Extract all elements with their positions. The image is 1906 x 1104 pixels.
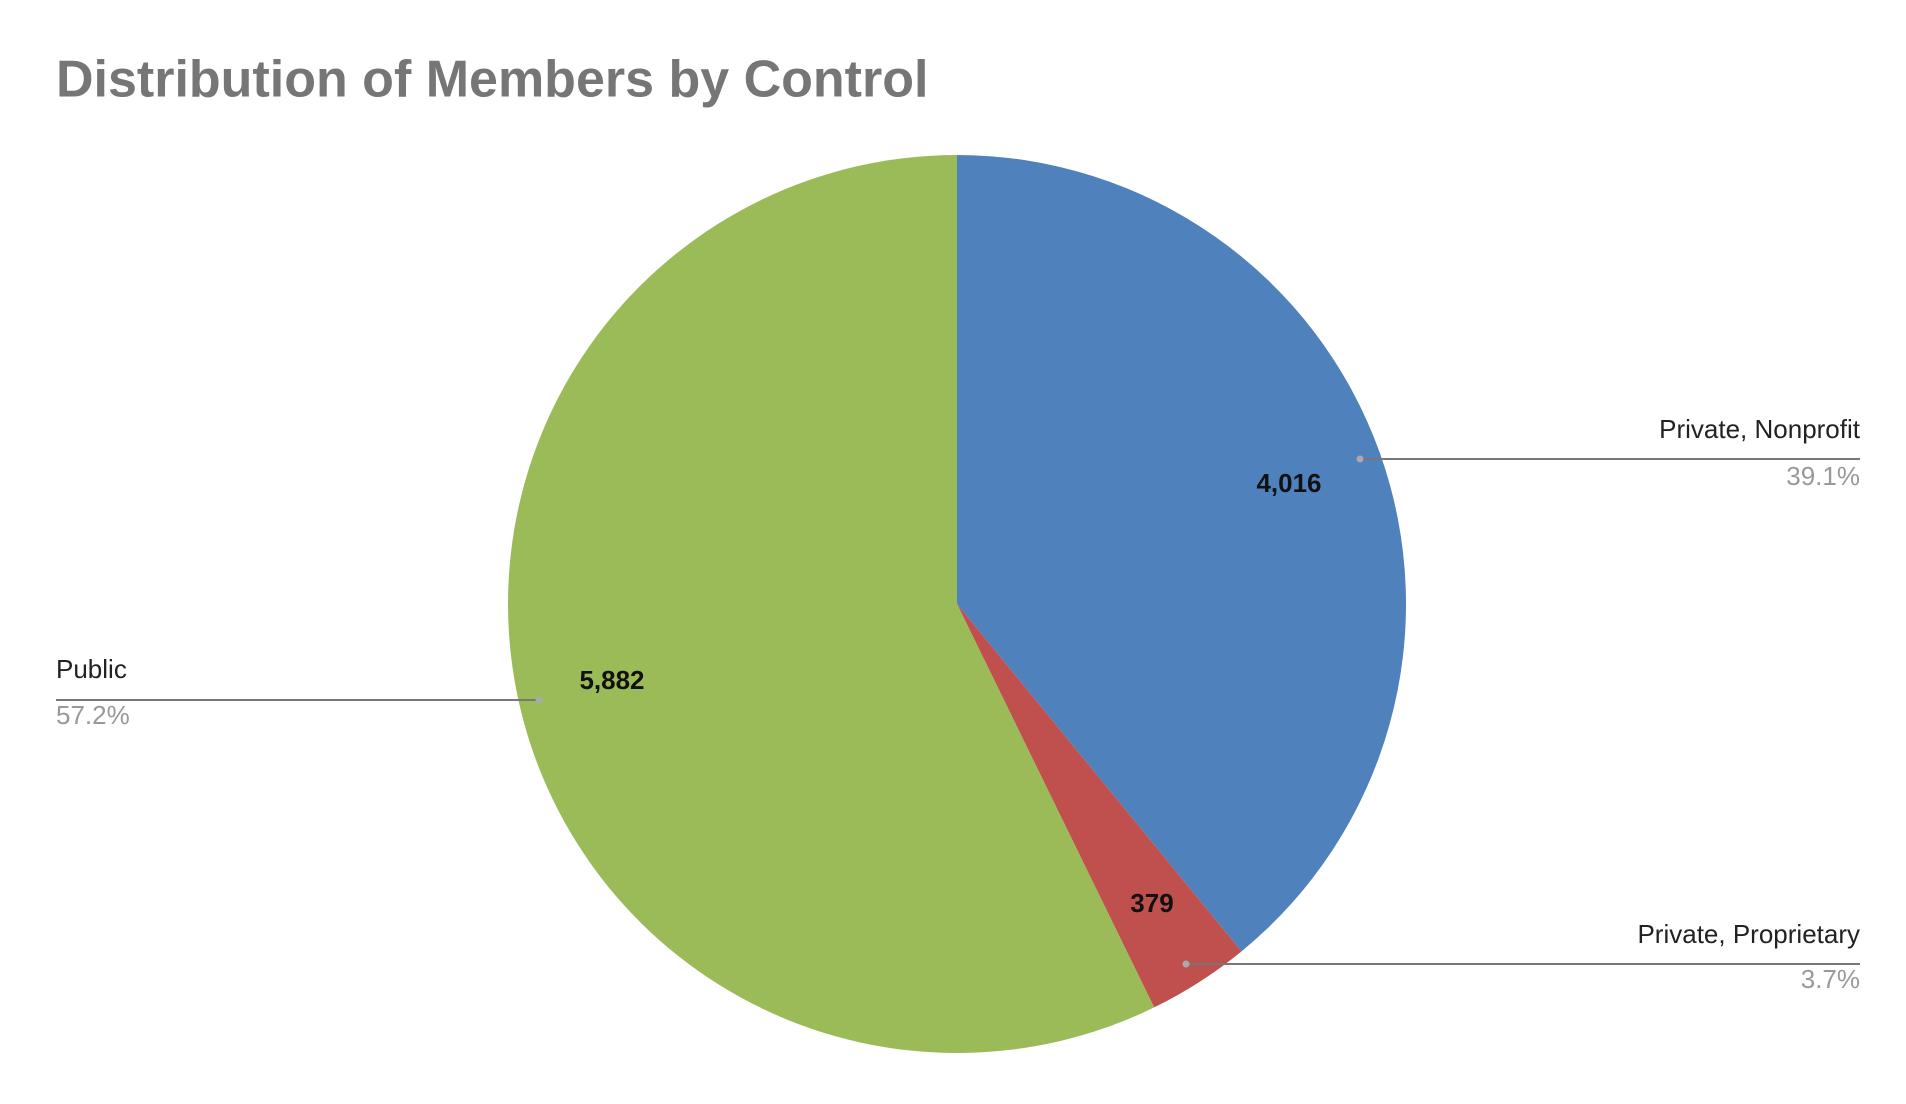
chart-title: Distribution of Members by Control <box>56 51 928 109</box>
pie-slice <box>957 155 1406 952</box>
percent-label: 3.7% <box>1801 964 1860 994</box>
pie-slice <box>957 604 1242 1008</box>
category-label: Private, Nonprofit <box>1659 414 1861 444</box>
pie-slice <box>508 155 1155 1053</box>
leader-dot <box>1356 455 1364 463</box>
data-label: 379 <box>1130 888 1173 918</box>
leader-dot <box>535 696 543 704</box>
category-label: Public <box>56 654 127 684</box>
percent-label: 39.1% <box>1786 461 1860 491</box>
data-label: 5,882 <box>579 665 644 695</box>
leader-dot <box>1182 960 1190 968</box>
category-label: Private, Proprietary <box>1637 919 1860 949</box>
percent-label: 57.2% <box>56 700 130 730</box>
data-label: 4,016 <box>1256 468 1321 498</box>
